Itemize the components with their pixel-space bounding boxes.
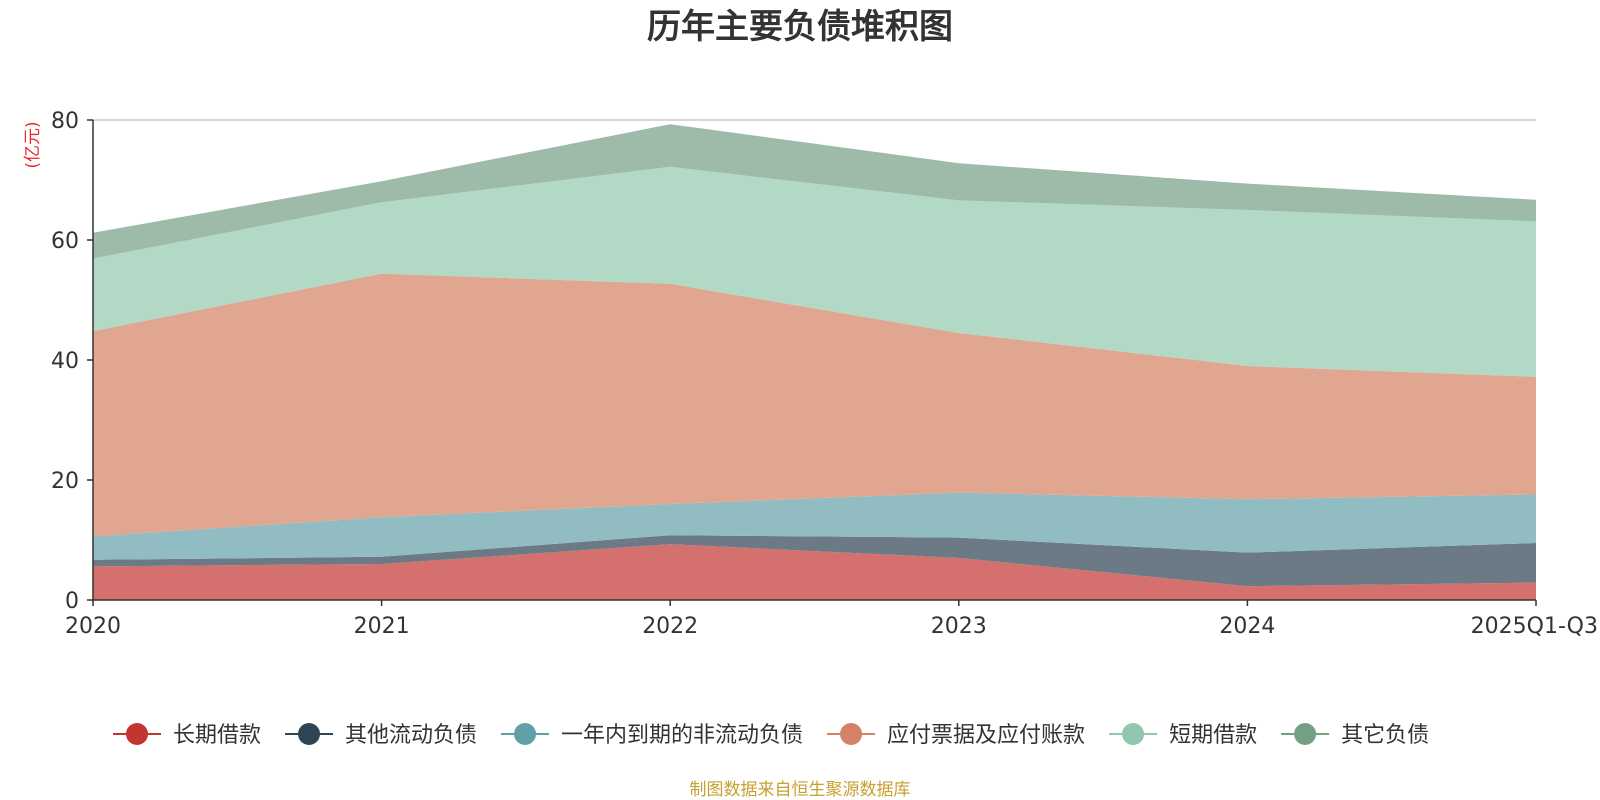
y-tick-label-20: 20 bbox=[51, 469, 79, 494]
y-axis-unit-label: (亿元) bbox=[23, 121, 43, 168]
legend-marker-1 bbox=[126, 723, 148, 745]
legend-marker-2 bbox=[298, 723, 321, 745]
legend-marker-6 bbox=[1294, 723, 1317, 745]
x-tick-label-5: 2024 bbox=[1219, 614, 1275, 639]
legend-label-5: 短期借款 bbox=[1169, 723, 1257, 748]
area-series-6 bbox=[93, 124, 1536, 259]
legend-marker-5 bbox=[1122, 723, 1145, 745]
legend-label-1: 长期借款 bbox=[173, 723, 261, 748]
legend-label-2: 其他流动负债 bbox=[345, 723, 477, 748]
legend-item-4[interactable]: 应付票据及应付账款 bbox=[827, 723, 1085, 748]
legend-item-5[interactable]: 短期借款 bbox=[1109, 723, 1257, 748]
area-series-group bbox=[93, 124, 1536, 600]
source-note: 制图数据来自恒生聚源数据库 bbox=[690, 780, 911, 800]
area-series-4 bbox=[93, 273, 1536, 537]
legend-item-1[interactable]: 长期借款 bbox=[113, 723, 261, 748]
legend-item-6[interactable]: 其它负债 bbox=[1281, 723, 1429, 748]
legend-marker-3 bbox=[514, 723, 537, 745]
chart-title: 历年主要负债堆积图 bbox=[647, 7, 953, 47]
area-series-5 bbox=[93, 166, 1536, 377]
x-tick-label-4: 2023 bbox=[931, 614, 987, 639]
legend-label-3: 一年内到期的非流动负债 bbox=[561, 723, 803, 748]
y-tick-label-0: 0 bbox=[65, 589, 79, 614]
legend: 长期借款 其他流动负债 一年内到期的非流动负债 应付票据及应付账款 短期借款 其它负债 bbox=[113, 723, 1429, 748]
area-series-3 bbox=[93, 492, 1536, 560]
x-tick-label-2: 2021 bbox=[354, 614, 410, 639]
legend-item-3[interactable]: 一年内到期的非流动负债 bbox=[501, 723, 803, 748]
x-tick-label-1: 2020 bbox=[65, 614, 121, 639]
x-tick-label-6: 2025Q1-Q3 bbox=[1471, 614, 1598, 639]
legend-label-6: 其它负债 bbox=[1341, 723, 1429, 748]
y-axis-tick-labels: 0 20 40 60 80 bbox=[51, 109, 79, 614]
y-tick-label-40: 40 bbox=[51, 349, 79, 374]
axes bbox=[87, 119, 1537, 606]
x-tick-label-3: 2022 bbox=[642, 614, 698, 639]
legend-label-4: 应付票据及应付账款 bbox=[887, 723, 1085, 748]
legend-marker-4 bbox=[840, 723, 863, 745]
x-axis-tick-labels: 2020 2021 2022 2023 2024 2025Q1-Q3 bbox=[65, 614, 1598, 639]
area-series-1 bbox=[93, 544, 1536, 600]
legend-item-2[interactable]: 其他流动负债 bbox=[285, 723, 477, 748]
y-tick-label-60: 60 bbox=[51, 229, 79, 254]
area-series-2 bbox=[93, 535, 1536, 587]
y-tick-label-80: 80 bbox=[51, 109, 79, 134]
